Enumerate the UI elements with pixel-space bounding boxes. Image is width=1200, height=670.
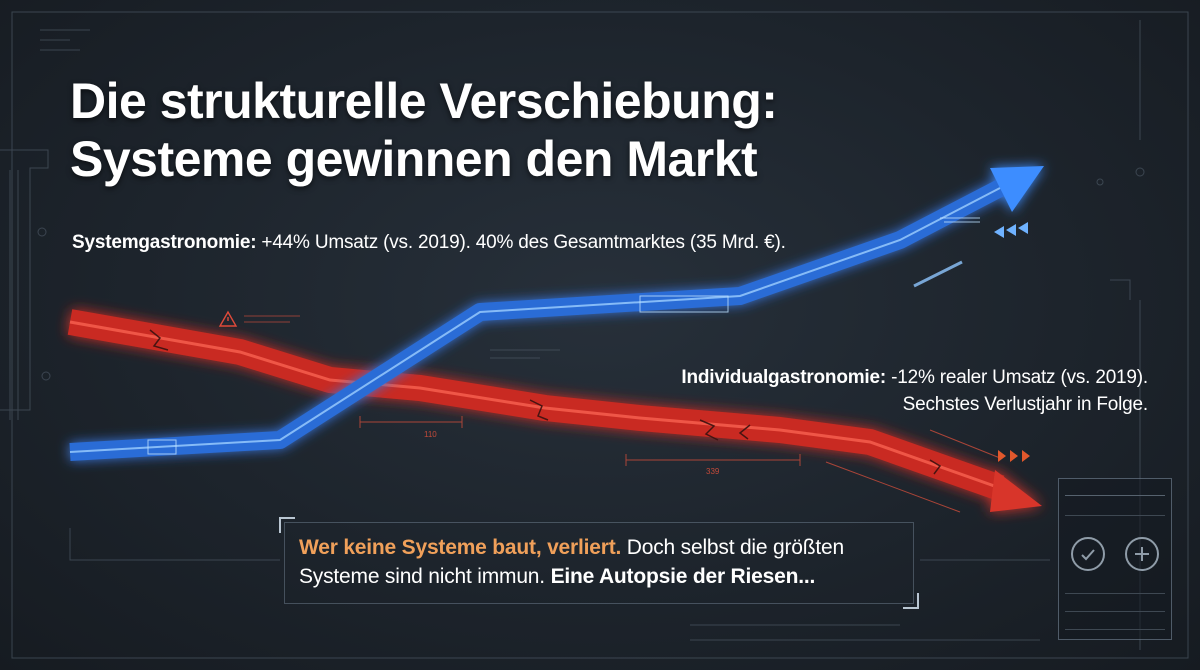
individual-stat-line-2: Sechstes Verlustjahr in Folge. — [902, 394, 1149, 415]
status-panel — [1058, 478, 1172, 640]
title-line-2: Systeme gewinnen den Markt — [70, 131, 758, 187]
callout-body: Doch selbst die größten Systeme sind nic… — [299, 536, 844, 588]
panel-row — [1065, 619, 1165, 630]
rising-trend-arrow — [69, 166, 1044, 461]
svg-text:339: 339 — [706, 467, 720, 476]
panel-header — [1065, 485, 1165, 496]
panel-row — [1065, 583, 1165, 594]
plus-gauge-icon — [1125, 537, 1159, 571]
callout-bold: Eine Autopsie der Riesen... — [550, 565, 816, 588]
page-title: Die strukturelle Verschiebung: Systeme g… — [70, 72, 930, 188]
check-gauge-icon — [1071, 537, 1105, 571]
individual-stat-text: -12% realer Umsatz (vs. 2019). — [886, 367, 1148, 388]
callout-box: Wer keine Systeme baut, verliert. Doch s… — [279, 517, 919, 609]
falling-trend-arrow — [67, 309, 1042, 512]
callout-text: Wer keine Systeme baut, verliert. Doch s… — [299, 533, 909, 591]
callout-highlight: Wer keine Systeme baut, verliert. — [299, 536, 622, 559]
individual-stat: Individualgastronomie: -12% realer Umsat… — [628, 364, 1148, 418]
individual-stat-line-1: Individualgastronomie: -12% realer Umsat… — [628, 364, 1148, 391]
panel-row — [1065, 601, 1165, 612]
title-line-1: Die strukturelle Verschiebung: — [70, 73, 778, 129]
panel-row — [1065, 505, 1165, 516]
svg-text:110: 110 — [424, 430, 437, 439]
system-stat-text: +44% Umsatz (vs. 2019). 40% des Gesamtma… — [256, 232, 786, 253]
warning-icon — [218, 310, 238, 327]
system-stat: Systemgastronomie: +44% Umsatz (vs. 2019… — [72, 232, 786, 254]
individual-stat-label: Individualgastronomie: — [681, 367, 886, 388]
system-stat-label: Systemgastronomie: — [72, 232, 257, 253]
